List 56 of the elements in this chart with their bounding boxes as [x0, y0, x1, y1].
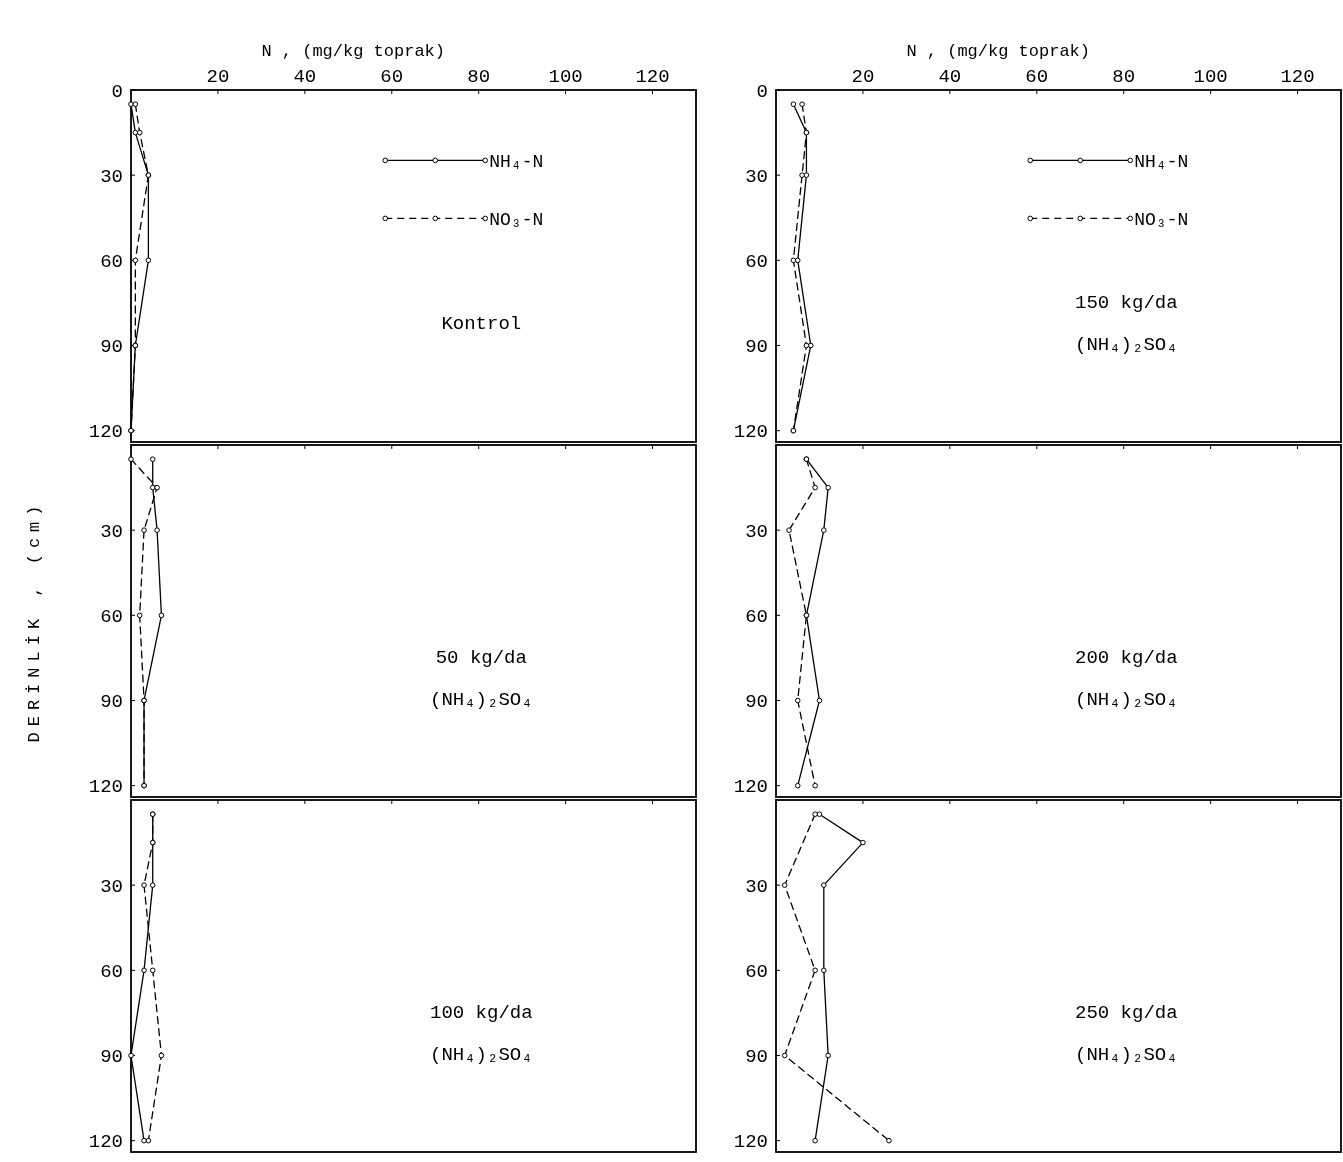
- y-axis-title: DERİNLİK , (cm): [25, 499, 44, 743]
- y-tick-label: 90: [745, 1046, 768, 1069]
- x-tick-label: 120: [635, 66, 670, 88]
- y-tick-label: 60: [745, 250, 768, 273]
- y-tick-label: 60: [100, 250, 123, 273]
- y-tick-label: 120: [733, 1131, 768, 1154]
- annotation: 250 kg/da: [1074, 1002, 1178, 1025]
- y-tick-label: 60: [100, 605, 123, 628]
- legend-label: NO₃-N: [1134, 209, 1189, 230]
- x-tick-label: 20: [851, 66, 875, 88]
- y-tick-label: 30: [100, 520, 123, 543]
- y-tick-label: 90: [745, 336, 768, 359]
- y-tick-label: 90: [100, 691, 123, 714]
- x-tick-label: 80: [1112, 66, 1136, 88]
- y-tick-label: 0: [111, 80, 123, 103]
- y-tick-label: 90: [100, 336, 123, 359]
- x-tick-label: 60: [1025, 66, 1049, 88]
- annotation: 100 kg/da: [429, 1002, 533, 1025]
- y-tick-label: 60: [745, 960, 768, 983]
- x-axis-title: N , (mg/kg toprak): [906, 42, 1091, 61]
- x-tick-label: 40: [938, 66, 962, 88]
- x-tick-label: 40: [293, 66, 317, 88]
- x-tick-label: 120: [1280, 66, 1315, 88]
- y-tick-label: 30: [100, 875, 123, 898]
- annotation: (NH₄)₂SO₄: [1074, 689, 1178, 712]
- y-tick-label: 120: [88, 776, 123, 799]
- y-tick-label: 60: [745, 605, 768, 628]
- y-tick-label: 60: [100, 960, 123, 983]
- x-tick-label: 100: [548, 66, 583, 88]
- y-tick-label: 90: [100, 1046, 123, 1069]
- legend-label: NH₄-N: [489, 151, 544, 172]
- x-tick-label: 60: [380, 66, 404, 88]
- annotation: 200 kg/da: [1074, 647, 1178, 670]
- annotation: 150 kg/da: [1074, 292, 1178, 315]
- y-tick-label: 0: [756, 80, 768, 103]
- y-tick-label: 90: [745, 691, 768, 714]
- y-tick-label: 30: [100, 165, 123, 188]
- legend-label: NO₃-N: [489, 209, 544, 230]
- x-tick-label: 20: [206, 66, 230, 88]
- annotation: (NH₄)₂SO₄: [429, 1044, 533, 1067]
- legend-label: NH₄-N: [1134, 151, 1189, 172]
- y-tick-label: 30: [745, 875, 768, 898]
- y-tick-label: 120: [88, 1131, 123, 1154]
- y-tick-label: 30: [745, 520, 768, 543]
- y-tick-label: 120: [733, 776, 768, 799]
- annotation: (NH₄)₂SO₄: [429, 689, 533, 712]
- annotation: (NH₄)₂SO₄: [1074, 1044, 1178, 1067]
- y-tick-label: 120: [733, 421, 768, 444]
- y-tick-label: 30: [745, 165, 768, 188]
- annotation: Kontrol: [441, 313, 522, 336]
- x-axis-title: N , (mg/kg toprak): [261, 42, 446, 61]
- y-tick-label: 120: [88, 421, 123, 444]
- x-tick-label: 100: [1193, 66, 1228, 88]
- annotation: (NH₄)₂SO₄: [1074, 334, 1178, 357]
- annotation: 50 kg/da: [435, 647, 527, 670]
- x-tick-label: 80: [467, 66, 491, 88]
